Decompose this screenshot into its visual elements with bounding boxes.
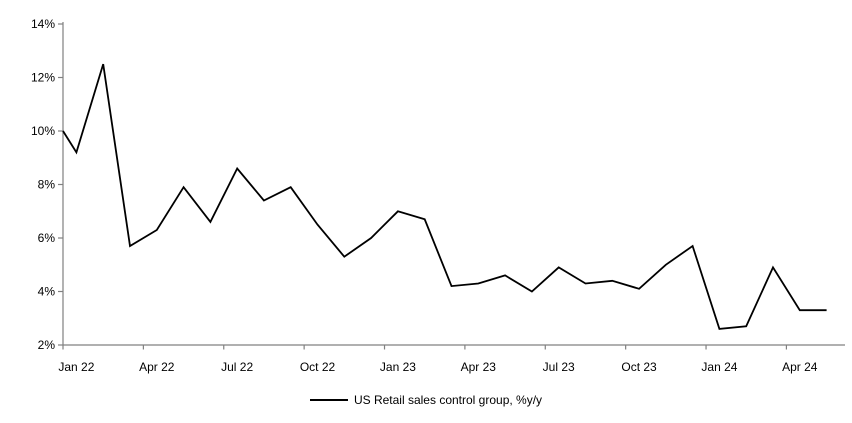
x-axis-tick-label: Apr 22 [139,360,175,374]
y-axis-tick-label: 2% [38,338,56,352]
x-axis-tick-label: Apr 23 [461,360,497,374]
y-axis-tick-label: 4% [38,285,56,299]
x-axis-tick-label: Jan 22 [58,360,94,374]
y-axis-tick-label: 10% [31,124,55,138]
y-axis-tick-label: 12% [31,71,55,85]
x-axis-tick-label: Oct 22 [300,360,336,374]
retail-sales-series-line [62,63,827,330]
y-axis-tick-label: 6% [38,231,56,245]
x-axis-tick-label: Jan 23 [380,360,416,374]
x-axis-tick-label: Jul 22 [221,360,253,374]
x-axis-tick-label: Oct 23 [621,360,657,374]
x-axis-tick-label: Jul 23 [543,360,575,374]
y-axis-tick-label: 14% [31,17,55,31]
y-axis-tick-label: 8% [38,178,56,192]
x-axis-tick-label: Jan 24 [701,360,737,374]
x-axis-tick-label: Apr 24 [782,360,818,374]
